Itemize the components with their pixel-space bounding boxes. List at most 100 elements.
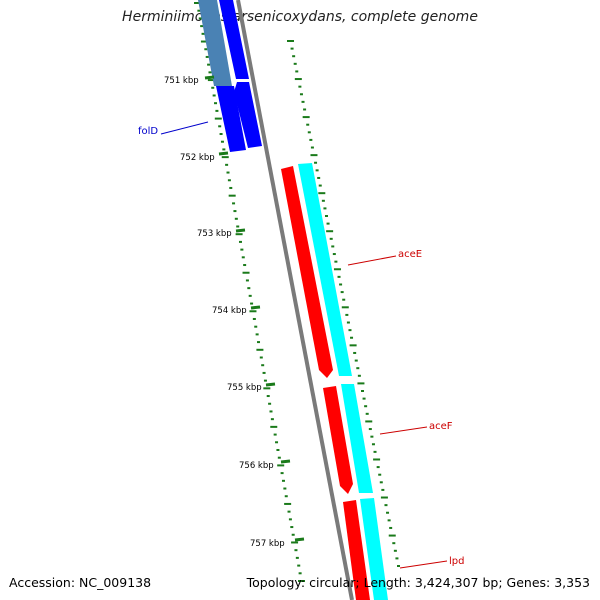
tick-mark [257, 341, 261, 344]
tick-mark [361, 390, 364, 392]
scale-major-tick [294, 537, 305, 542]
tick-mark [388, 534, 396, 537]
scale-label: 756 kbp [239, 461, 274, 471]
tick-mark [228, 194, 236, 197]
tick-mark [298, 580, 305, 582]
tick-mark [262, 371, 266, 374]
tick-mark [220, 140, 224, 143]
tick-mark [306, 123, 310, 126]
tick-mark [337, 275, 341, 278]
aceF-label-line [379, 426, 428, 435]
gene-label-aceF: aceF [429, 421, 453, 432]
tick-mark [357, 374, 361, 377]
lpd-label-line [399, 560, 448, 569]
scale-major-tick [204, 75, 215, 80]
scale-major-tick [250, 305, 261, 310]
tick-mark [295, 556, 299, 559]
tick-mark [281, 479, 285, 482]
tick-mark [307, 131, 311, 134]
tick-mark [348, 329, 352, 332]
scale-label: 751 kbp [164, 76, 199, 86]
gene-lpd[interactable] [343, 498, 388, 600]
tick-mark [268, 402, 272, 405]
tick-mark [200, 25, 204, 28]
tick-mark [290, 47, 294, 50]
tick-mark [293, 62, 297, 65]
tick-mark [303, 108, 307, 111]
tick-mark [384, 504, 388, 507]
tick-mark [287, 510, 291, 513]
tick-mark [291, 541, 299, 544]
tick-mark [270, 425, 278, 428]
tick-mark [252, 317, 256, 320]
gene-aceE-red [281, 166, 333, 378]
tick-mark [357, 382, 365, 385]
tick-mark [212, 94, 216, 97]
tick-mark [371, 443, 375, 446]
tick-mark [221, 156, 229, 159]
tick-mark [215, 109, 219, 112]
gene-folD[interactable] [198, 0, 262, 152]
tick-mark [381, 488, 385, 491]
tick-mark [290, 526, 294, 529]
scale-label: 753 kbp [197, 229, 232, 239]
tick-mark [214, 117, 222, 120]
tick-mark [356, 367, 360, 370]
gene-folD-right [219, 0, 249, 79]
gene-aceE-cyan [298, 163, 352, 376]
tick-mark [318, 184, 322, 187]
tick-mark [333, 268, 341, 271]
tick-mark [284, 502, 292, 505]
gene-folD-right-lower [234, 82, 262, 148]
tick-mark [270, 418, 274, 421]
tick-mark [248, 294, 252, 297]
tick-mark [280, 472, 284, 475]
tick-mark [354, 359, 358, 362]
tick-mark [277, 456, 281, 459]
gene-aceF[interactable] [323, 384, 373, 494]
tick-mark [287, 40, 294, 42]
tick-mark [365, 412, 369, 415]
gene-label-lpd: lpd [449, 556, 464, 567]
tick-mark [269, 410, 273, 413]
tick-mark [326, 230, 334, 233]
tick-mark [315, 169, 319, 172]
gene-folD-left-lower [216, 86, 246, 152]
tick-mark [331, 245, 335, 248]
tick-mark [255, 333, 259, 336]
tick-mark [218, 125, 222, 128]
tick-mark [364, 405, 368, 408]
tick-mark [318, 192, 326, 195]
tick-mark [295, 70, 299, 73]
tick-mark [235, 233, 243, 236]
tick-mark [201, 32, 205, 35]
tick-mark [232, 202, 236, 205]
tick-mark [298, 85, 302, 88]
scale-major-tick [235, 228, 246, 233]
tick-mark [288, 518, 292, 521]
tick-mark [275, 441, 279, 444]
tick-mark [310, 146, 314, 149]
tick-mark [325, 215, 328, 217]
scale-label: 755 kbp [227, 383, 262, 393]
tick-mark [266, 395, 270, 398]
tick-mark [243, 264, 247, 267]
tick-mark [250, 302, 254, 305]
gene-label-aceE: aceE [398, 249, 422, 260]
gene-aceE[interactable] [281, 163, 352, 378]
tick-mark [259, 356, 263, 359]
tick-mark [373, 450, 377, 453]
accession-label: Accession: NC_009138 [9, 575, 152, 590]
tick-mark [204, 48, 208, 51]
tick-mark [249, 310, 257, 313]
gene-labels: folD aceE aceF lpd [138, 121, 464, 569]
tick-mark [362, 397, 366, 400]
tick-mark [395, 557, 399, 560]
tick-mark [240, 248, 244, 251]
tick-mark [263, 387, 271, 390]
tick-mark [273, 433, 277, 436]
tick-mark [263, 379, 267, 382]
tick-mark [226, 171, 230, 174]
tick-mark [301, 100, 305, 103]
